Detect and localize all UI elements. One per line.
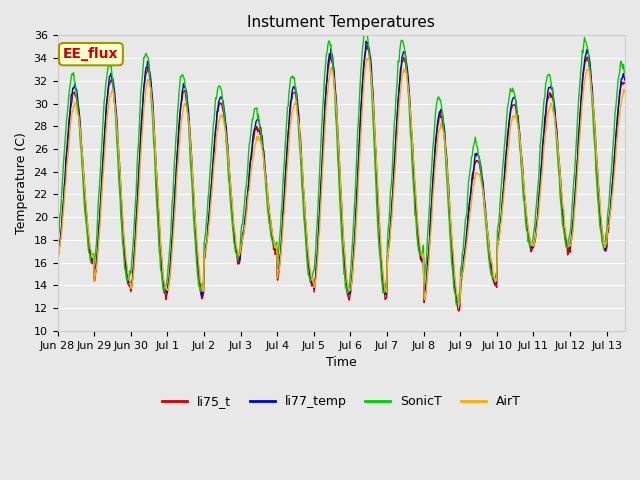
Y-axis label: Temperature (C): Temperature (C) [15,132,28,234]
SonicT [56,213,63,218]
Legend: li75_t, li77_temp, SonicT, AirT: li75_t, li77_temp, SonicT, AirT [157,390,525,413]
li75_t [454,308,462,314]
AirT [621,90,629,96]
li75_t [296,132,303,138]
li75_t [54,256,61,262]
AirT [317,198,325,204]
li75_t [462,238,470,244]
Line: SonicT: SonicT [58,30,625,305]
li75_t [317,182,325,188]
li75_t [621,81,629,86]
AirT [462,244,470,250]
SonicT [476,160,484,166]
li77_temp [317,182,325,188]
Line: AirT: AirT [58,58,625,304]
li75_t [363,43,371,49]
Text: EE_flux: EE_flux [63,47,118,61]
AirT [365,55,373,60]
li77_temp [621,77,629,83]
SonicT [621,71,629,76]
Line: li77_temp: li77_temp [58,41,625,304]
AirT [476,173,484,179]
AirT [54,257,61,263]
Title: Instument Temperatures: Instument Temperatures [247,15,435,30]
li77_temp [54,253,61,259]
AirT [133,221,141,227]
AirT [296,126,303,132]
SonicT [362,27,369,33]
SonicT [296,144,303,150]
li77_temp [454,301,461,307]
li77_temp [362,38,370,44]
SonicT [462,214,470,220]
SonicT [133,166,141,171]
X-axis label: Time: Time [326,356,356,369]
li77_temp [476,159,484,165]
li77_temp [462,236,470,242]
AirT [56,242,63,248]
li77_temp [296,129,303,135]
li75_t [133,208,141,214]
Line: li75_t: li75_t [58,46,625,311]
li75_t [56,240,63,245]
li75_t [476,164,484,170]
AirT [456,301,463,307]
SonicT [317,139,325,144]
li77_temp [133,207,141,213]
SonicT [54,245,61,251]
li77_temp [56,241,63,247]
SonicT [452,302,460,308]
